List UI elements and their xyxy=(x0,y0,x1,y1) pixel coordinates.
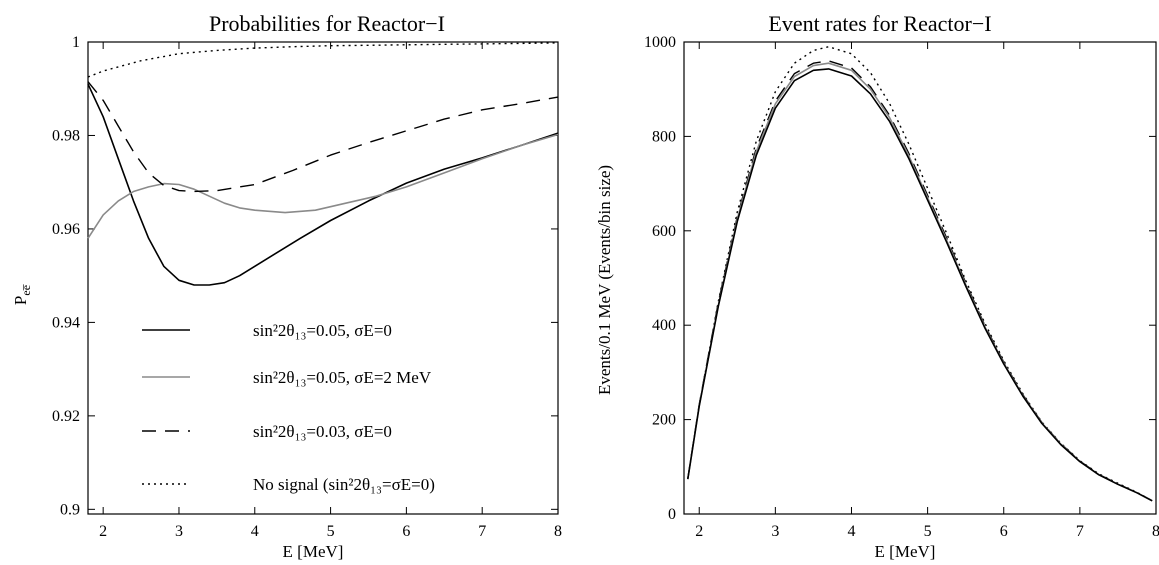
chart-event-rates: Event rates for Reactor−I 2 3 4 5 6 7 8 0 200 400… xyxy=(595,11,1159,561)
chart1-series-0-line xyxy=(87,83,559,286)
chart1-series xyxy=(87,42,559,286)
legend-label-2: sin²2θ₁₃=0.03, σE=0 xyxy=(253,422,392,441)
chart1-plot-frame xyxy=(87,41,559,515)
chart1-xtick-label-5: 7 xyxy=(478,523,486,540)
chart2-ytick-label-3: 600 xyxy=(652,223,676,240)
chart2-series-2-line xyxy=(687,62,1153,502)
chart2-series-1-line xyxy=(687,60,1153,502)
chart1-y-axis-label: Pee̅ xyxy=(11,283,33,305)
chart1-xtick-label-4: 6 xyxy=(402,523,410,540)
chart2-xtick-label-6: 8 xyxy=(1152,523,1159,540)
chart2-xtick-label-1: 3 xyxy=(771,523,779,540)
chart2-series xyxy=(687,46,1153,502)
chart2-series-3-line xyxy=(687,68,1153,502)
chart1-series-1-line xyxy=(87,133,559,239)
chart1-ytick-label-2: 0.94 xyxy=(52,314,80,331)
chart2-xtick-label-5: 7 xyxy=(1076,523,1084,540)
chart1-ytick-label-5: 1 xyxy=(72,34,80,51)
chart1-ytick-label-3: 0.96 xyxy=(52,221,80,238)
chart1-series-2-line xyxy=(87,81,559,193)
chart2-xtick-label-2: 4 xyxy=(847,523,855,540)
legend-label-0: sin²2θ₁₃=0.05, σE=0 xyxy=(253,321,392,340)
chart2-series-0-line xyxy=(687,46,1153,502)
chart1-title: Probabilities for Reactor−I xyxy=(209,11,445,36)
chart2-xtick-label-3: 5 xyxy=(924,523,932,540)
chart2-xtick-label-0: 2 xyxy=(695,523,703,540)
chart1-y-axis-label-base: P xyxy=(11,296,30,305)
chart2-y-axis-label: Events/0.1 MeV (Events/bin size) xyxy=(595,165,614,395)
chart2-ytick-label-2: 400 xyxy=(652,317,676,334)
chart1-xtick-label-6: 8 xyxy=(554,523,562,540)
chart1-series-3-line xyxy=(87,42,559,78)
chart1-ytick-label-4: 0.98 xyxy=(52,127,80,144)
chart2-xtick-label-4: 6 xyxy=(1000,523,1008,540)
legend-label-1: sin²2θ₁₃=0.05, σE=2 MeV xyxy=(253,368,432,387)
chart1-ytick-label-1: 0.92 xyxy=(52,408,80,425)
chart2-x-axis-label: E [MeV] xyxy=(875,542,936,561)
chart1-y-axis-label-sub: ee̅ xyxy=(19,283,33,295)
chart2-ytick-label-5: 1000 xyxy=(644,34,676,51)
chart2-ytick-label-0: 0 xyxy=(668,506,676,523)
chart1-ytick-label-0: 0.9 xyxy=(60,501,80,518)
chart1-xtick-label-1: 3 xyxy=(175,523,183,540)
legend-label-3: No signal (sin²2θ₁₃=σE=0) xyxy=(253,475,435,494)
chart1-xtick-label-2: 4 xyxy=(251,523,259,540)
chart2-plot-frame xyxy=(683,41,1157,515)
chart-probabilities: Probabilities for Reactor−I 2 3 4 5 6 7 8 0.9 0.… xyxy=(11,11,562,561)
chart1-xtick-label-0: 2 xyxy=(99,523,107,540)
chart2-title: Event rates for Reactor−I xyxy=(768,11,991,36)
chart2-ticks: 2 3 4 5 6 7 8 0 200 400 600 800 1000 xyxy=(644,34,1159,540)
chart1-legend: sin²2θ₁₃=0.05, σE=0 sin²2θ₁₃=0.05, σE=2 M… xyxy=(142,321,435,494)
chart2-ytick-label-4: 800 xyxy=(652,128,676,145)
chart1-x-axis-label: E [MeV] xyxy=(283,542,344,561)
chart2-ytick-label-1: 200 xyxy=(652,412,676,429)
chart1-ticks: 2 3 4 5 6 7 8 0.9 0.92 0.94 0.96 0.98 1 xyxy=(52,34,562,540)
chart1-xtick-label-3: 5 xyxy=(327,523,335,540)
